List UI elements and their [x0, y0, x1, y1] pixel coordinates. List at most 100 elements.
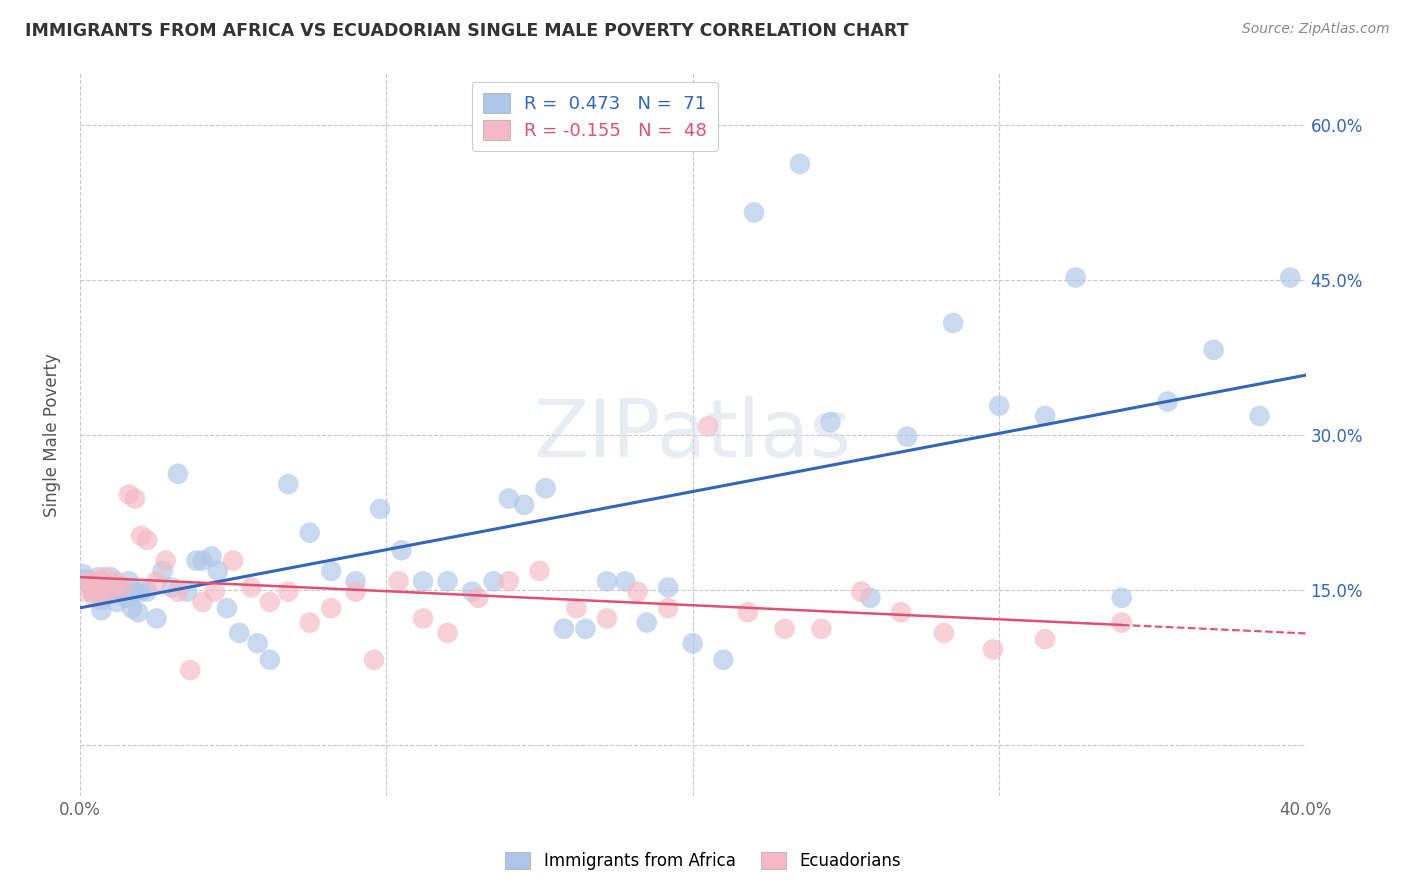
Point [657, 581, 679, 595]
Point [387, 574, 409, 589]
Point [682, 636, 704, 650]
Point [124, 491, 146, 506]
Point [259, 653, 281, 667]
Point [201, 549, 224, 564]
Point [789, 157, 811, 171]
Point [742, 205, 765, 219]
Point [145, 574, 167, 589]
Point [87, 570, 110, 584]
Point [932, 626, 955, 640]
Point [1202, 343, 1225, 357]
Point [167, 467, 190, 481]
Point [100, 570, 122, 584]
Point [344, 584, 367, 599]
Point [84, 591, 107, 605]
Point [498, 491, 520, 506]
Point [191, 553, 214, 567]
Text: IMMIGRANTS FROM AFRICA VS ECUADORIAN SINGLE MALE POVERTY CORRELATION CHART: IMMIGRANTS FROM AFRICA VS ECUADORIAN SIN… [25, 22, 908, 40]
Point [298, 615, 321, 630]
Point [942, 316, 965, 330]
Point [534, 481, 557, 495]
Point [93, 570, 115, 584]
Point [596, 611, 619, 625]
Point [207, 564, 229, 578]
Point [124, 584, 146, 599]
Point [1279, 270, 1302, 285]
Point [127, 605, 149, 619]
Point [75, 572, 97, 586]
Point [75, 584, 97, 599]
Point [344, 574, 367, 589]
Point [711, 653, 734, 667]
Text: ZIPatlas: ZIPatlas [534, 395, 852, 474]
Point [614, 574, 637, 589]
Point [121, 601, 143, 615]
Point [191, 595, 214, 609]
Point [246, 636, 269, 650]
Point [277, 584, 299, 599]
Point [436, 574, 458, 589]
Point [105, 574, 128, 589]
Point [988, 399, 1011, 413]
Point [118, 487, 141, 501]
Point [259, 595, 281, 609]
Point [129, 529, 152, 543]
Point [90, 592, 112, 607]
Point [810, 622, 832, 636]
Point [108, 582, 131, 597]
Point [321, 564, 343, 578]
Point [890, 605, 912, 619]
Point [467, 591, 489, 605]
Point [77, 574, 100, 589]
Point [228, 626, 250, 640]
Point [1111, 591, 1133, 605]
Point [482, 574, 505, 589]
Point [111, 581, 134, 595]
Point [93, 577, 115, 591]
Point [1111, 615, 1133, 630]
Point [737, 605, 759, 619]
Point [72, 567, 94, 582]
Point [118, 574, 141, 589]
Point [626, 584, 648, 599]
Point [152, 564, 174, 578]
Point [77, 577, 100, 591]
Point [981, 642, 1004, 657]
Y-axis label: Single Male Poverty: Single Male Poverty [44, 352, 60, 516]
Point [697, 419, 720, 434]
Point [773, 622, 796, 636]
Point [87, 574, 110, 589]
Point [103, 577, 125, 591]
Point [240, 581, 263, 595]
Point [82, 581, 104, 595]
Text: Source: ZipAtlas.com: Source: ZipAtlas.com [1241, 22, 1389, 37]
Point [222, 553, 245, 567]
Point [859, 591, 882, 605]
Point [96, 588, 118, 602]
Point [565, 601, 588, 615]
Point [1064, 270, 1087, 285]
Point [636, 615, 658, 630]
Point [215, 601, 238, 615]
Point [90, 603, 112, 617]
Point [461, 584, 484, 599]
Point [851, 584, 873, 599]
Point [160, 581, 183, 595]
Point [513, 498, 536, 512]
Point [84, 582, 107, 597]
Point [114, 591, 136, 605]
Point [657, 601, 679, 615]
Point [596, 574, 619, 589]
Point [321, 601, 343, 615]
Point [1249, 409, 1271, 423]
Point [391, 543, 413, 558]
Point [553, 622, 575, 636]
Point [82, 581, 104, 595]
Point [896, 430, 918, 444]
Point [136, 533, 159, 547]
Point [111, 584, 134, 599]
Point [136, 584, 159, 599]
Point [1033, 409, 1056, 423]
Point [412, 574, 434, 589]
Point [179, 663, 201, 677]
